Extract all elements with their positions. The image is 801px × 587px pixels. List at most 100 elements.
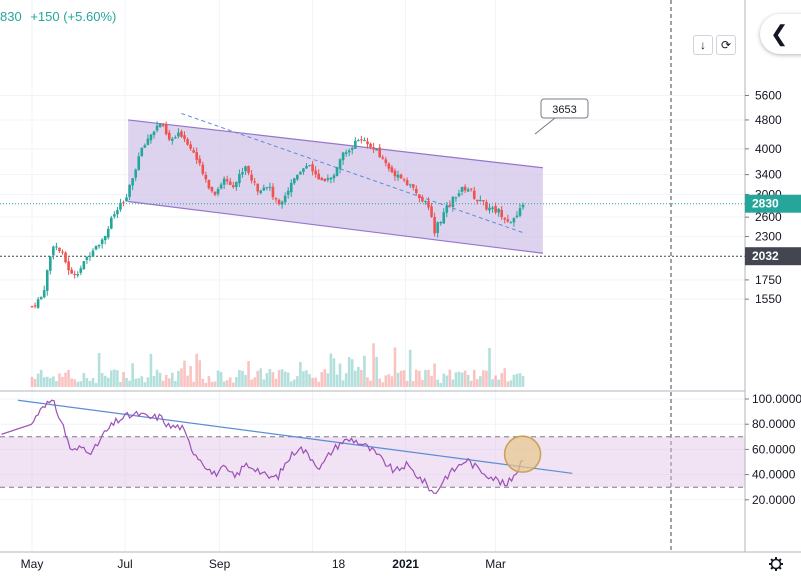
candle-body	[58, 247, 61, 252]
volume-bar	[189, 366, 192, 387]
volume-bar	[253, 377, 256, 387]
volume-bar	[262, 379, 266, 387]
candle-body	[491, 207, 494, 209]
candle-body	[293, 178, 296, 184]
price-axis-bg	[745, 0, 801, 587]
volume-bar	[39, 369, 43, 387]
candle-body	[372, 147, 375, 150]
volume-bar	[299, 361, 302, 387]
candle-body	[91, 250, 95, 257]
volume-bar	[140, 376, 144, 387]
candle-body	[521, 204, 525, 208]
candle-body	[415, 188, 418, 194]
volume-bar	[506, 381, 510, 387]
volume-bar	[97, 352, 101, 387]
volume-bar	[463, 370, 467, 387]
candle-body	[180, 131, 183, 137]
candle-body	[515, 215, 519, 218]
volume-bar	[238, 369, 241, 387]
candle-body	[497, 208, 500, 213]
volume-bar	[424, 369, 427, 387]
volume-bar	[439, 382, 442, 387]
price-tick-label: 2300	[755, 230, 782, 244]
candle-body	[396, 174, 400, 178]
rsi-tick-label: 100.0000	[752, 392, 801, 406]
candle-body	[363, 140, 366, 142]
volume-bar	[396, 372, 400, 387]
candle-body	[494, 206, 497, 213]
candle-body	[448, 204, 452, 206]
candle-body	[451, 196, 455, 208]
candle-body	[326, 178, 330, 180]
candle-body	[106, 228, 110, 238]
volume-bar	[277, 370, 281, 387]
candle-body	[518, 208, 522, 216]
volume-bar	[515, 373, 519, 387]
candle-body	[466, 189, 470, 192]
candles	[30, 121, 525, 309]
volume-bar	[302, 371, 305, 387]
volume-bar	[265, 373, 269, 387]
volume-bar	[137, 378, 141, 387]
volume-bar	[256, 370, 259, 387]
candle-body	[424, 201, 427, 203]
volume-bar	[128, 380, 131, 387]
volume-bar	[433, 363, 436, 387]
candle-body	[155, 125, 159, 131]
candle-body	[427, 201, 430, 208]
candle-body	[244, 166, 247, 172]
volume-bar	[485, 370, 488, 387]
gear-hub	[770, 558, 782, 570]
candle-body	[158, 123, 162, 128]
candle-body	[183, 135, 186, 140]
candle-body	[381, 157, 385, 159]
candle-body	[384, 159, 388, 164]
time-tick-label: 2021	[392, 557, 419, 571]
volume-bar	[110, 370, 113, 387]
volume-bar	[106, 377, 110, 387]
volume-bar	[296, 376, 299, 387]
volume-bar	[94, 382, 98, 387]
volume-bar	[491, 379, 494, 387]
volume-bars	[30, 343, 525, 387]
current-price-badge	[745, 194, 801, 213]
candle-body	[399, 174, 403, 179]
volume-bar	[232, 382, 235, 387]
volume-bar	[195, 353, 198, 387]
volume-bar	[52, 376, 55, 387]
volume-bar	[164, 374, 168, 387]
candle-body	[67, 261, 70, 271]
volume-bar	[228, 377, 232, 387]
candle-body	[393, 170, 397, 177]
candle-body	[476, 199, 479, 202]
header-price: 830	[0, 9, 22, 24]
candle-body	[143, 145, 147, 148]
volume-bar	[42, 377, 46, 387]
time-tick-label: 18	[332, 557, 346, 571]
candle-body	[347, 150, 351, 153]
arrow-down-icon[interactable]: ↓	[693, 35, 713, 55]
volume-bar	[161, 380, 165, 387]
refresh-icon[interactable]: ⟳	[716, 35, 736, 55]
volume-bar	[125, 377, 128, 387]
candle-body	[241, 172, 244, 175]
candle-body	[256, 183, 259, 192]
volume-bar	[174, 381, 177, 387]
volume-bar	[85, 378, 89, 387]
candle-body	[222, 178, 226, 185]
volume-bar	[448, 369, 452, 387]
candle-body	[232, 185, 235, 188]
volume-bar	[131, 363, 134, 387]
candle-body	[299, 171, 302, 175]
header-change: +150 (+5.60%)	[30, 9, 117, 24]
candle-body	[262, 187, 266, 191]
volume-bar	[204, 382, 208, 387]
volume-bar	[323, 369, 327, 387]
candle-body	[512, 218, 516, 223]
volume-bar	[509, 380, 513, 387]
candle-body	[280, 201, 284, 205]
chevron-left-icon[interactable]: ❮	[760, 14, 801, 54]
candle-body	[225, 179, 229, 182]
volume-bar	[411, 381, 415, 387]
